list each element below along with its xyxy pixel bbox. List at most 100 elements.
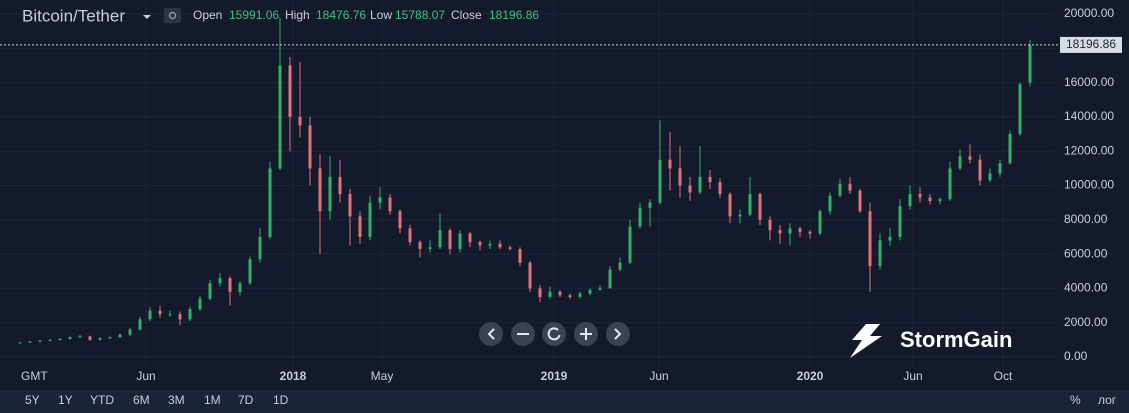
candle-body	[748, 194, 752, 215]
y-tick-label: 14000.00	[1064, 109, 1114, 123]
candle-body	[458, 233, 462, 249]
symbol[interactable]: Bitcoin/Tether	[22, 6, 125, 25]
eye-icon	[168, 11, 177, 20]
visibility-toggle[interactable]	[164, 8, 181, 23]
scroll-left-button[interactable]	[479, 322, 503, 346]
candle-body	[668, 159, 672, 169]
candle-body	[368, 202, 372, 237]
candle-body	[838, 183, 842, 196]
last-price-label: 18196.86	[1066, 37, 1116, 51]
range-button[interactable]: 1Y	[58, 393, 73, 407]
candle-body	[638, 207, 642, 227]
scroll-right-button[interactable]	[606, 322, 630, 346]
candle-body	[618, 262, 622, 270]
brand-name: StormGain	[900, 327, 1012, 352]
candle-body	[1008, 134, 1012, 164]
candle-body	[328, 176, 332, 212]
candle-body	[168, 314, 172, 316]
candle-body	[378, 197, 382, 203]
candle-body	[338, 176, 342, 195]
candle-body	[268, 168, 272, 237]
scale-option[interactable]: лог	[1098, 393, 1117, 407]
range-button[interactable]: 7D	[238, 393, 254, 407]
candle-body	[558, 291, 562, 296]
candle-body	[938, 199, 942, 201]
x-tick-label: Jun	[649, 369, 668, 383]
candle-body	[128, 329, 132, 335]
y-tick-label: 4000.00	[1064, 281, 1108, 295]
range-button[interactable]: YTD	[90, 393, 114, 407]
high-value: 18476.76	[316, 8, 366, 22]
candle-body	[218, 278, 222, 284]
candle-body	[968, 156, 972, 160]
x-tick-label: May	[371, 369, 394, 383]
range-button[interactable]: 6M	[133, 393, 150, 407]
candle-body	[718, 182, 722, 195]
candle-body	[578, 293, 582, 297]
candle-body	[508, 247, 512, 249]
x-tick-label: Oct	[994, 369, 1013, 383]
x-tick-label: Jun	[903, 369, 922, 383]
candle-body	[178, 314, 182, 320]
candle-body	[728, 194, 732, 217]
candle-body	[288, 65, 292, 117]
candle-body	[258, 236, 262, 260]
brand-logo	[850, 324, 882, 358]
y-tick-label: 8000.00	[1064, 212, 1108, 226]
candle-body	[428, 247, 432, 249]
candle-body	[448, 230, 452, 249]
candle-body	[518, 248, 522, 263]
candle-body	[118, 334, 122, 338]
reset-button[interactable]	[542, 322, 566, 346]
candle-body	[588, 290, 592, 294]
candle-body	[778, 230, 782, 234]
candle-body	[278, 65, 282, 169]
candle-body	[418, 242, 422, 249]
candle-body	[498, 243, 502, 248]
timezone: GMT	[21, 369, 48, 383]
candle-body	[658, 159, 662, 203]
low-label: Low	[370, 8, 392, 22]
candle-body	[698, 176, 702, 193]
candle-body	[18, 342, 22, 344]
candle-body	[1018, 84, 1022, 135]
candle-body	[318, 168, 322, 212]
range-button[interactable]: 1M	[204, 393, 221, 407]
candle-body	[798, 228, 802, 232]
candle-body	[478, 242, 482, 246]
candle-body	[548, 291, 552, 297]
candle-body	[528, 262, 532, 289]
candle-body	[188, 308, 192, 320]
y-tick-label: 2000.00	[1064, 315, 1108, 329]
candle-body	[488, 243, 492, 246]
candle-body	[198, 298, 202, 309]
candle-body	[298, 116, 302, 126]
open-label: Open	[193, 8, 222, 22]
y-tick-label: 16000.00	[1064, 75, 1114, 89]
y-tick-label: 0.00	[1064, 349, 1088, 363]
candle-body	[68, 337, 72, 339]
candle-body	[58, 338, 62, 340]
candle-body	[788, 228, 792, 234]
range-button[interactable]: 1D	[273, 393, 289, 407]
candle-body	[28, 341, 32, 343]
candle-body	[928, 197, 932, 201]
plus-icon	[580, 328, 592, 340]
scale-option[interactable]: %	[1070, 393, 1081, 407]
y-tick-label: 10000.00	[1064, 178, 1114, 192]
arrow-left	[487, 328, 495, 340]
symbol-caret[interactable]	[143, 15, 151, 19]
y-tick-label: 20000.00	[1064, 6, 1114, 20]
candle-body	[308, 125, 312, 169]
x-tick-label: 2020	[797, 369, 824, 383]
candle-body	[238, 283, 242, 292]
range-button[interactable]: 5Y	[25, 393, 40, 407]
candle-body	[708, 176, 712, 183]
candle-body	[858, 190, 862, 212]
candle-body	[988, 173, 992, 181]
candle-body	[888, 236, 892, 241]
candle-body	[828, 195, 832, 212]
range-button[interactable]: 3M	[168, 393, 185, 407]
candle-body	[848, 183, 852, 191]
